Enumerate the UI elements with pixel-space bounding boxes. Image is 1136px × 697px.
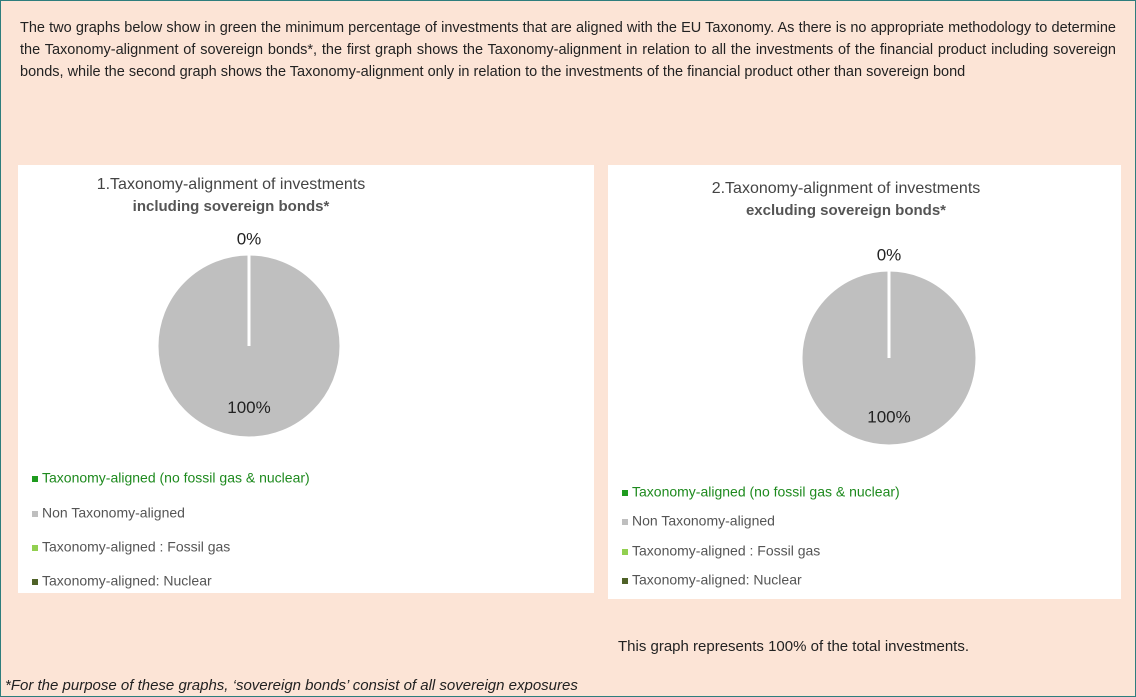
intro-text: The two graphs below show in green the m… xyxy=(20,20,1116,80)
chart: 1.Taxonomy-alignment of investments inclu… xyxy=(32,176,366,589)
chart-box: 1.Taxonomy-alignment of investments inclu… xyxy=(18,165,594,593)
chart: 2.Taxonomy-alignment of investments exclu… xyxy=(622,180,981,588)
legend-swatch xyxy=(622,519,628,525)
legend-swatch xyxy=(622,578,628,584)
chart-subtitle: including sovereign bonds* xyxy=(133,198,330,215)
legend-label: Taxonomy-aligned (no fossil gas & nuclea… xyxy=(42,470,310,486)
chart-title: 1.Taxonomy-alignment of investments xyxy=(97,176,366,193)
legend-label: Non Taxonomy-aligned xyxy=(42,505,185,521)
legend-label: Non Taxonomy-aligned xyxy=(632,513,775,529)
legend-label: Taxonomy-aligned : Fossil gas xyxy=(632,543,820,559)
legend-swatch xyxy=(32,579,38,585)
data-label: 100% xyxy=(227,398,270,417)
note: This graph represents 100% of the total … xyxy=(618,638,970,655)
legend-label: Taxonomy-aligned: Nuclear xyxy=(42,573,212,589)
chart-title: 2.Taxonomy-alignment of investments xyxy=(712,180,981,197)
legend-swatch xyxy=(32,476,38,482)
chart-box: 2.Taxonomy-alignment of investments exclu… xyxy=(608,165,1121,599)
legend-swatch xyxy=(622,549,628,555)
legend-label: Taxonomy-aligned : Fossil gas xyxy=(42,539,230,555)
legend-swatch xyxy=(32,511,38,517)
chart-subtitle: excluding sovereign bonds* xyxy=(746,202,946,219)
footnote: *For the purpose of these graphs, ‘sover… xyxy=(5,677,578,694)
legend-label: Taxonomy-aligned: Nuclear xyxy=(632,572,802,588)
data-label: 0% xyxy=(877,245,902,264)
legend-swatch xyxy=(32,545,38,551)
legend-swatch xyxy=(622,490,628,496)
data-label: 100% xyxy=(867,407,910,426)
legend-label: Taxonomy-aligned (no fossil gas & nuclea… xyxy=(632,484,900,500)
data-label: 0% xyxy=(237,229,262,248)
